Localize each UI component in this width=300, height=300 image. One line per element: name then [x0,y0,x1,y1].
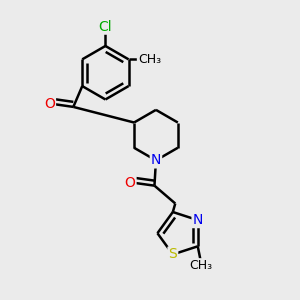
Text: N: N [193,213,203,227]
Text: CH₃: CH₃ [189,259,212,272]
Text: O: O [44,97,55,111]
Text: O: O [124,176,136,190]
Text: N: N [151,153,161,167]
Text: S: S [169,248,177,261]
Text: CH₃: CH₃ [138,53,161,66]
Text: Cl: Cl [99,20,112,34]
